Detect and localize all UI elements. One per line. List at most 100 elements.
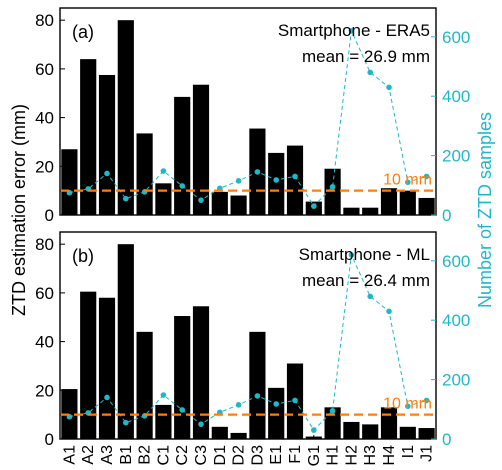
samples-point-I1 — [405, 403, 411, 410]
panel-label: (b) — [72, 246, 94, 266]
bar-B2 — [136, 133, 153, 215]
samples-point-C2 — [179, 183, 185, 189]
samples-point-D3 — [254, 169, 261, 175]
x-tick-label: B1 — [118, 445, 135, 465]
samples-point-A3 — [104, 170, 110, 177]
samples-point-D3 — [254, 393, 261, 399]
bar-J1 — [418, 197, 435, 215]
samples-line — [69, 29, 427, 207]
y-tick-label: 80 — [35, 235, 54, 254]
x-tick-label: G1 — [306, 445, 323, 466]
reference-label: 10 mm — [383, 396, 432, 413]
y-tick-label: 40 — [35, 333, 54, 352]
samples-point-I1 — [405, 179, 411, 186]
bar-C2 — [174, 316, 191, 439]
y-tick-label: 60 — [35, 60, 54, 79]
samples-point-C1 — [160, 168, 167, 174]
bar-A3 — [98, 74, 116, 215]
bar-A1 — [61, 149, 78, 215]
samples-point-G1 — [311, 427, 317, 433]
plot-frame — [59, 231, 437, 440]
x-tick-label: A1 — [61, 445, 78, 465]
bar-E1 — [268, 387, 285, 439]
samples-point-C3 — [198, 421, 204, 427]
bar-D1 — [211, 426, 228, 439]
x-tick-label: H1 — [325, 445, 342, 466]
samples-line — [69, 253, 427, 431]
bar-C1 — [155, 404, 172, 439]
x-tick-label: D2 — [231, 445, 248, 466]
reference-label: 10 mm — [383, 172, 432, 189]
bar-I1 — [399, 426, 416, 439]
x-tick-label: C1 — [155, 445, 172, 466]
x-tick-label: B2 — [137, 445, 154, 465]
samples-point-E1 — [273, 401, 280, 407]
y2-axis-label: Number of ZTD samples — [475, 112, 495, 308]
bar-H1 — [324, 168, 341, 215]
plot-frame — [59, 7, 437, 216]
bar-C2 — [174, 96, 191, 215]
samples-point-H4 — [386, 308, 392, 315]
bar-H2 — [343, 421, 360, 439]
samples-point-E1 — [273, 177, 280, 183]
samples-point-J1 — [423, 173, 430, 180]
samples-point-H4 — [386, 84, 392, 91]
samples-point-B1 — [123, 195, 129, 202]
y-axis-label: ZTD estimation error (mm) — [9, 104, 29, 316]
x-tick-label: H2 — [343, 445, 360, 466]
samples-point-H3 — [367, 69, 374, 76]
bar-F1 — [286, 145, 304, 215]
samples-point-A3 — [104, 394, 110, 401]
samples-point-H2 — [348, 252, 355, 258]
bar-B2 — [136, 331, 153, 439]
panel-a: 10 mm 0 20 40 60 80 0 200 400 600 (a) Smartphone - … — [35, 7, 470, 225]
x-tick-label: F1 — [287, 445, 304, 464]
samples-point-D2 — [235, 178, 242, 184]
bar-E1 — [268, 152, 285, 215]
y2-tick-label: 0 — [442, 206, 451, 225]
x-tick-label: D3 — [249, 445, 266, 466]
panel-label: (a) — [72, 22, 94, 42]
y2-tick-label: 0 — [442, 430, 451, 449]
samples-point-F1 — [292, 397, 298, 404]
y-tick-label: 20 — [35, 157, 54, 176]
y-tick-label: 40 — [35, 109, 54, 128]
samples-point-C2 — [179, 407, 185, 413]
bar-H4 — [380, 188, 398, 215]
samples-point-H1 — [329, 183, 336, 190]
y2-tick-label: 200 — [442, 147, 470, 166]
samples-point-F1 — [292, 173, 298, 180]
y-tick-label: 0 — [45, 430, 54, 449]
x-tick-label: J1 — [419, 445, 436, 462]
samples-point-H1 — [329, 407, 336, 414]
mean-annotation: mean = 26.9 mm — [302, 47, 430, 66]
y-tick-label: 0 — [45, 206, 54, 225]
y2-tick-label: 400 — [442, 311, 470, 330]
samples-point-C1 — [160, 392, 167, 398]
samples-point-J1 — [423, 397, 430, 404]
bar-D1 — [211, 191, 228, 215]
bar-D3 — [249, 331, 266, 439]
x-tick-label: C2 — [174, 445, 191, 466]
bar-C3 — [192, 306, 210, 439]
bar-J1 — [418, 428, 435, 439]
bar-A2 — [80, 291, 97, 439]
y-tick-label: 20 — [35, 381, 54, 400]
legend-title: Smartphone - ERA5 — [278, 21, 430, 40]
bar-C3 — [192, 84, 210, 216]
bar-B1 — [117, 244, 134, 439]
y2-tick-label: 400 — [442, 87, 470, 106]
samples-point-C3 — [198, 197, 204, 203]
y-tick-label: 80 — [35, 11, 54, 30]
x-tick-label: H4 — [381, 445, 398, 466]
bar-H3 — [362, 424, 379, 439]
x-tick-label: A2 — [80, 445, 97, 465]
bar-I1 — [399, 190, 416, 215]
bar-A3 — [98, 297, 116, 439]
bar-B1 — [117, 20, 134, 216]
y-tick-label: 60 — [35, 284, 54, 303]
x-tick-label: H3 — [362, 445, 379, 466]
bar-D2 — [230, 195, 247, 215]
y2-tick-label: 600 — [442, 252, 470, 271]
